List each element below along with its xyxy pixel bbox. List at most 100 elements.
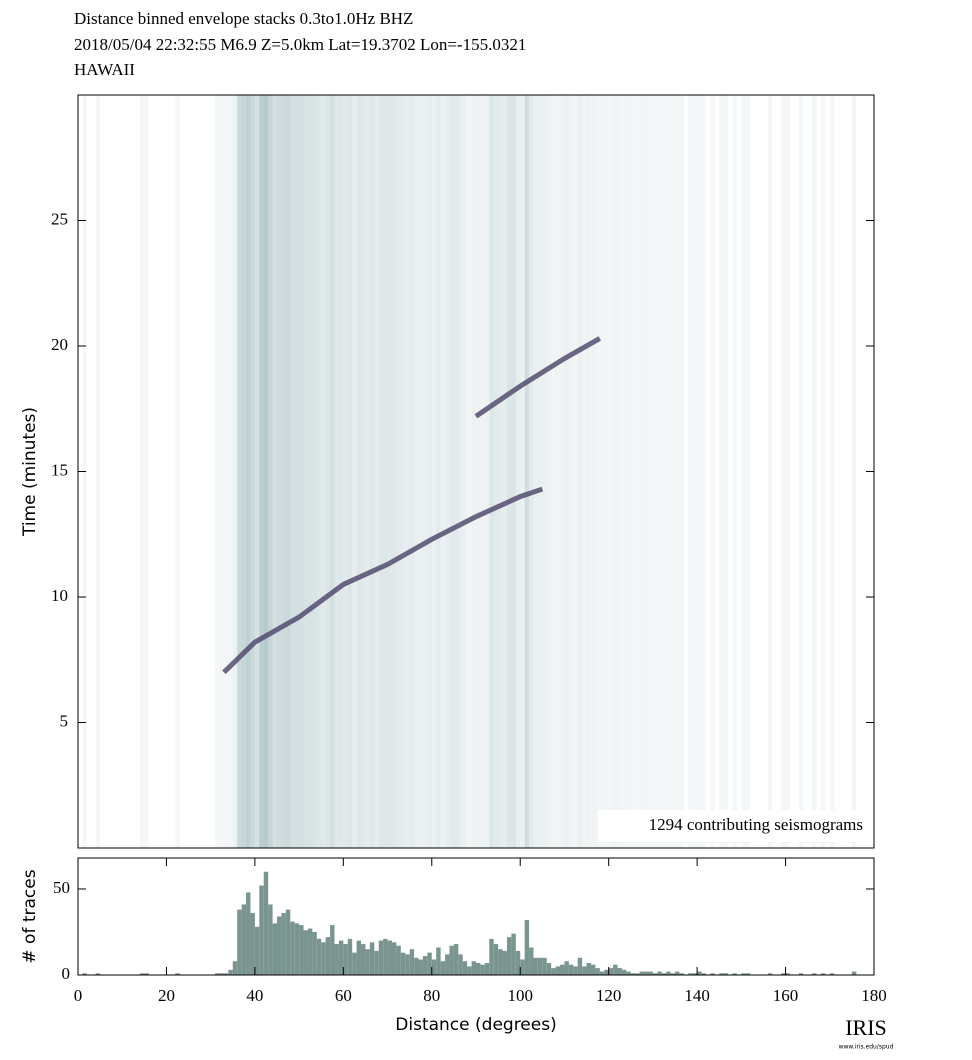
plot-frame	[77, 857, 875, 976]
bar	[259, 885, 264, 975]
coverage-band	[599, 95, 605, 848]
bar	[250, 913, 255, 975]
coverage-band	[299, 95, 304, 848]
bar	[246, 892, 251, 975]
coverage-band	[338, 95, 344, 848]
coverage-band	[745, 95, 751, 848]
coverage-band	[785, 95, 790, 848]
bar	[281, 913, 286, 975]
bar	[644, 971, 649, 975]
bar	[427, 952, 432, 975]
x-tick-label: 0	[74, 986, 83, 1005]
coverage-band	[542, 95, 547, 848]
bar	[546, 962, 552, 975]
bar	[219, 973, 224, 975]
bar	[414, 957, 419, 975]
bar	[529, 947, 534, 975]
bar	[312, 931, 317, 975]
coverage-band	[701, 95, 706, 848]
bar	[476, 962, 481, 975]
coverage-band	[316, 95, 322, 848]
coverage-band	[639, 95, 645, 848]
bar	[307, 928, 313, 975]
coverage-band	[484, 95, 490, 848]
bar	[524, 919, 530, 975]
bar	[542, 957, 547, 975]
coverage-band	[502, 95, 507, 848]
coverage-band	[829, 95, 835, 848]
bar	[692, 973, 698, 975]
coverage-band	[449, 95, 454, 848]
bar	[851, 971, 857, 975]
bar	[484, 962, 490, 975]
bar	[621, 969, 627, 975]
y-tick-label: 10	[51, 586, 68, 605]
coverage-band	[546, 95, 552, 848]
bar	[232, 961, 238, 975]
bar	[330, 925, 335, 975]
bar	[670, 973, 675, 975]
coverage-band	[294, 95, 300, 848]
coverage-band	[688, 95, 693, 848]
coverage-band	[95, 95, 101, 848]
bar	[223, 973, 229, 975]
coverage-band	[621, 95, 627, 848]
bar	[701, 973, 706, 975]
bar	[551, 968, 556, 975]
x-tick-label: 160	[773, 986, 799, 1005]
coverage-band	[511, 95, 516, 848]
coverage-band	[307, 95, 313, 848]
coverage-band	[851, 95, 857, 848]
coverage-band	[798, 95, 804, 848]
bar	[400, 952, 406, 975]
coverage-band	[418, 95, 423, 848]
coverage-band	[529, 95, 534, 848]
coverage-band	[325, 95, 331, 848]
bar	[391, 942, 397, 975]
coverage-band	[347, 95, 353, 848]
bar	[661, 973, 667, 975]
bar	[378, 940, 384, 975]
coverage-band	[453, 95, 459, 848]
logo: IRIS	[845, 1015, 887, 1040]
coverage-band	[458, 95, 463, 848]
coverage-band	[493, 95, 499, 848]
bar	[316, 938, 322, 975]
x-axis-label: Distance (degrees)	[395, 1015, 556, 1035]
coverage-band	[692, 95, 698, 848]
bar	[648, 971, 653, 975]
bar	[511, 933, 516, 975]
bar	[812, 973, 817, 975]
bar	[666, 971, 671, 975]
bar	[458, 954, 463, 975]
bar	[582, 966, 587, 975]
coverage-band	[661, 95, 667, 848]
y-tick-label: 15	[51, 460, 68, 479]
coverage-band	[767, 95, 773, 848]
bar	[781, 973, 786, 975]
coverage-band	[498, 95, 503, 848]
coverage-band	[356, 95, 362, 848]
bar	[445, 954, 450, 975]
coverage-band	[732, 95, 737, 848]
arrival-curve	[474, 336, 602, 419]
coverage-band	[334, 95, 339, 848]
coverage-band	[666, 95, 671, 848]
bar	[617, 968, 622, 975]
bar	[599, 971, 605, 975]
bar	[719, 973, 724, 975]
coverage-band	[608, 95, 614, 848]
coverage-band	[630, 95, 636, 848]
coverage-band	[577, 95, 583, 848]
bar	[820, 973, 826, 975]
coverage-band	[555, 95, 561, 848]
x-tick-label: 180	[861, 986, 887, 1005]
x-tick-label: 100	[507, 986, 533, 1005]
bar	[467, 966, 472, 975]
bar	[325, 937, 331, 975]
bar	[237, 909, 242, 975]
bar	[449, 945, 454, 975]
coverage-band	[246, 95, 251, 848]
coverage-band	[440, 95, 446, 848]
annotation: 1294 contributing seismograms	[649, 815, 863, 834]
